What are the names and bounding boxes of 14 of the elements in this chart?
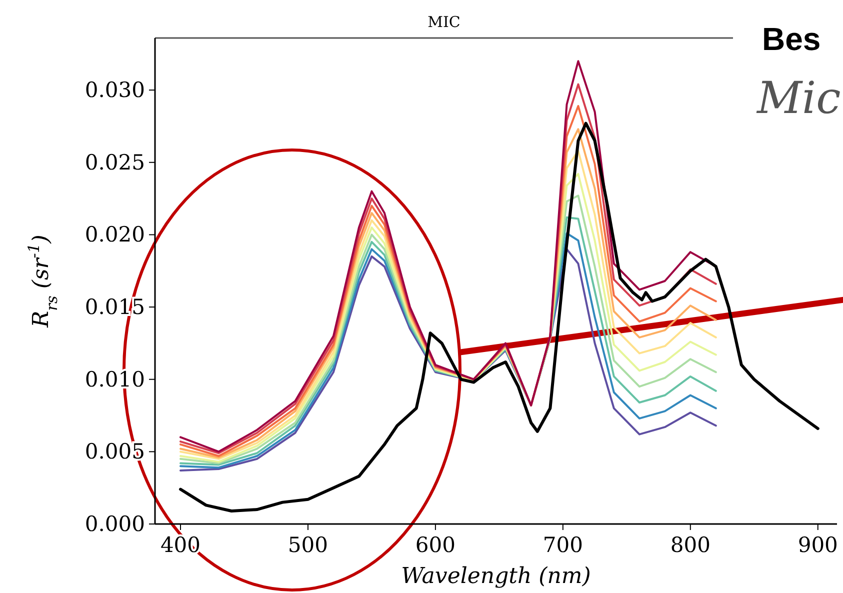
- y-tick-label: 0.000: [84, 512, 145, 536]
- y-tick-label: 0.020: [84, 222, 145, 247]
- x-tick-label: 600: [415, 533, 456, 557]
- annotation: Bes: [762, 21, 821, 57]
- x-tick-label: 700: [542, 533, 583, 557]
- line-series: [178, 122, 820, 512]
- y-tick-label: 0.030: [84, 78, 145, 102]
- annotation: Mic: [756, 73, 841, 124]
- y-tick-label: 0.025: [84, 150, 145, 174]
- x-axis-title: Wavelength (nm): [401, 564, 591, 589]
- chart-title: MIC: [428, 13, 460, 31]
- x-tick-label: 900: [798, 533, 838, 557]
- x-tick-label: 500: [288, 533, 328, 557]
- x-tick-label: 800: [670, 533, 710, 557]
